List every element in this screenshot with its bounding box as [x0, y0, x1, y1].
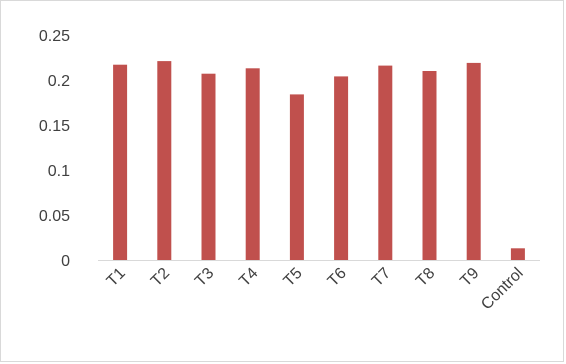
x-tick-label: T4	[236, 265, 261, 290]
x-tick-label: T1	[104, 265, 129, 290]
x-tick-label: T2	[148, 265, 173, 290]
y-tick-label: 0.2	[48, 73, 70, 90]
bar-t8	[422, 71, 437, 260]
bar-t1	[113, 64, 128, 260]
bar-t2	[157, 61, 172, 260]
bar-control	[510, 248, 525, 260]
y-axis-labels: 0 0.05 0.1 0.15 0.2 0.25	[39, 28, 70, 270]
bar-t5	[289, 94, 304, 261]
x-tick-label: T7	[369, 265, 394, 290]
bar-t6	[334, 76, 349, 261]
bar-t9	[466, 62, 481, 261]
y-tick-label: 0.15	[39, 118, 70, 135]
bars	[113, 61, 525, 261]
y-tick-label: 0.1	[48, 163, 70, 180]
x-tick-label: T5	[281, 265, 306, 290]
x-tick-label: T6	[325, 265, 350, 290]
y-tick-label: 0	[61, 253, 70, 270]
y-tick-label: 0.25	[39, 28, 70, 45]
x-tick-label: T8	[413, 265, 438, 290]
bar-t3	[201, 73, 216, 260]
bar-t7	[378, 65, 393, 260]
x-tick-label: T3	[192, 265, 217, 290]
x-tick-label: Control	[478, 265, 526, 313]
y-tick-label: 0.05	[39, 208, 70, 225]
bar-t4	[245, 68, 260, 260]
x-tick-label: T9	[457, 265, 482, 290]
